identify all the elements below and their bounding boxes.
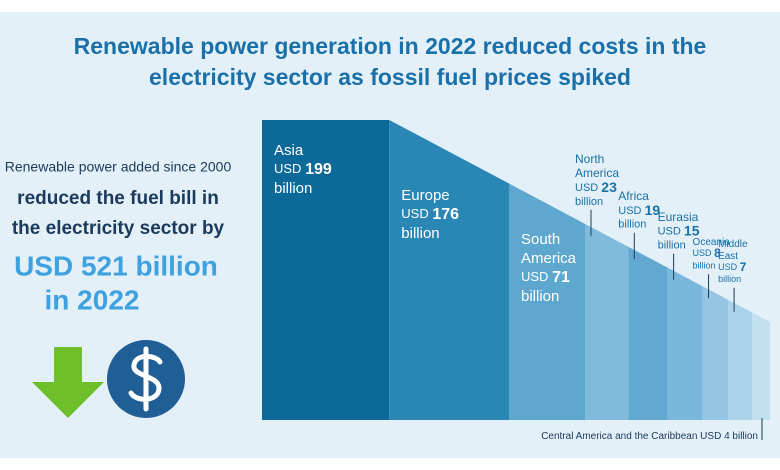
value-label: USD 199 [274, 161, 332, 178]
dollar-icon [107, 340, 185, 418]
value-prefix: USD [700, 431, 721, 442]
value-label: USD 15 [658, 222, 700, 238]
value-suffix: billion [658, 240, 686, 252]
region-name: Central America and the Caribbean USD 4 … [541, 431, 758, 442]
region-name: Eurasia [658, 210, 699, 224]
value-number: 7 [740, 260, 747, 274]
value-prefix: USD [693, 249, 713, 259]
value-suffix: billion [274, 180, 312, 197]
value-number: 8 [714, 246, 721, 260]
chart: Asia USD 199 billion Europe USD 176 billion So… [262, 120, 770, 442]
value-suffix: billion [693, 261, 716, 271]
callout-line: the electricity sector by [12, 218, 225, 239]
value-label: USD 8 [693, 246, 722, 260]
region-name-text: Central America and the Caribbean [541, 431, 697, 442]
region-column [389, 120, 509, 420]
value-number: 23 [601, 179, 617, 195]
value-suffix: billion [732, 431, 758, 442]
value-number: 15 [684, 222, 700, 238]
callout-highlight: in 2022 [45, 284, 140, 315]
value-prefix: USD [575, 182, 598, 194]
region-name: Asia [274, 142, 304, 159]
region-name: South America [521, 231, 577, 267]
value-number: 176 [432, 206, 459, 223]
region-name: North America [575, 152, 619, 180]
value-number: 4 [724, 431, 730, 442]
value-prefix: USD [618, 205, 641, 217]
region-column [751, 312, 770, 420]
down-arrow-icon [32, 347, 104, 418]
value-label: USD 7 [718, 260, 747, 274]
region-name: Africa [618, 189, 649, 203]
region-name: Europe [401, 187, 449, 204]
region-column [585, 223, 629, 420]
value-suffix: billion [575, 196, 603, 208]
value-suffix: billion [521, 288, 559, 305]
callout-line: Renewable power added since 2000 [5, 159, 232, 175]
callout-highlight: USD 521 billion [14, 250, 218, 281]
region-column [628, 246, 668, 420]
dollar-sign [128, 346, 163, 412]
callout-line: reduced the fuel bill in [17, 188, 219, 209]
value-prefix: USD [658, 226, 681, 238]
region-column [702, 286, 729, 420]
region-name: Middle East [718, 238, 748, 261]
value-number: 199 [305, 161, 332, 178]
region-column [667, 267, 703, 420]
value-label: USD 19 [618, 202, 660, 218]
value-suffix: billion [618, 219, 646, 231]
value-number: 19 [645, 202, 661, 218]
value-label: USD 71 [521, 269, 570, 286]
value-prefix: USD [521, 269, 548, 284]
value-label: USD 23 [575, 179, 617, 195]
value-suffix: billion [718, 274, 741, 284]
title-line: electricity sector as fossil fuel prices… [149, 64, 631, 90]
region-column [728, 299, 752, 420]
value-label: USD 176 [401, 206, 459, 223]
region-name: Oceania [693, 237, 731, 248]
value-prefix: USD [401, 206, 428, 221]
value-number: 71 [552, 269, 570, 286]
region-column [262, 120, 390, 420]
title-line: Renewable power generation in 2022 reduc… [74, 33, 707, 59]
value-prefix: USD [718, 262, 738, 272]
value-prefix: USD [274, 161, 301, 176]
region-column [508, 183, 586, 420]
value-suffix: billion [401, 225, 439, 242]
